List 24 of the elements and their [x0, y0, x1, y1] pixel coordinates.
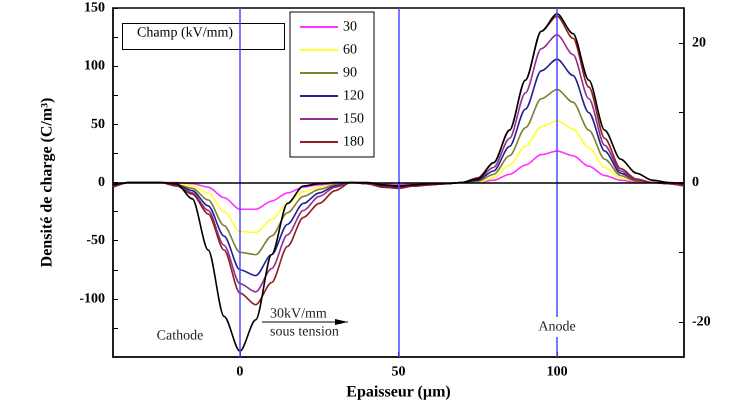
- x-tick-label: 50: [392, 364, 406, 380]
- legend-label: 180: [343, 134, 364, 150]
- x-tick-label: 0: [236, 364, 244, 380]
- y-axis-title: Densité de charge (C/m³): [38, 98, 56, 268]
- y-tick-label: 0: [98, 175, 105, 190]
- y-tick-label: -100: [79, 291, 105, 306]
- legend-label: 90: [343, 66, 357, 80]
- y-tick-label: 50: [91, 116, 105, 132]
- legend-label: 150: [343, 112, 364, 126]
- y-tick-label: 100: [84, 58, 105, 74]
- legend-label: 120: [343, 88, 364, 104]
- y2-tick-label: 0: [692, 175, 699, 190]
- annotation: 30kV/mm sous tension: [270, 306, 339, 340]
- y2-tick-label: -20: [692, 314, 711, 330]
- y-tick-label: 150: [84, 0, 105, 16]
- x-tick-label: 100: [546, 364, 568, 380]
- legend-label: 60: [343, 42, 357, 58]
- x-axis-title: Epaisseur (µm): [346, 383, 451, 400]
- legend-title: Champ (kV/mm): [137, 26, 234, 40]
- y2-tick-label: 20: [692, 35, 706, 50]
- annotation: Anode: [538, 320, 576, 334]
- legend-label: 30: [343, 20, 357, 34]
- annotation: Cathode: [156, 328, 204, 344]
- y-tick-label: -50: [86, 233, 105, 248]
